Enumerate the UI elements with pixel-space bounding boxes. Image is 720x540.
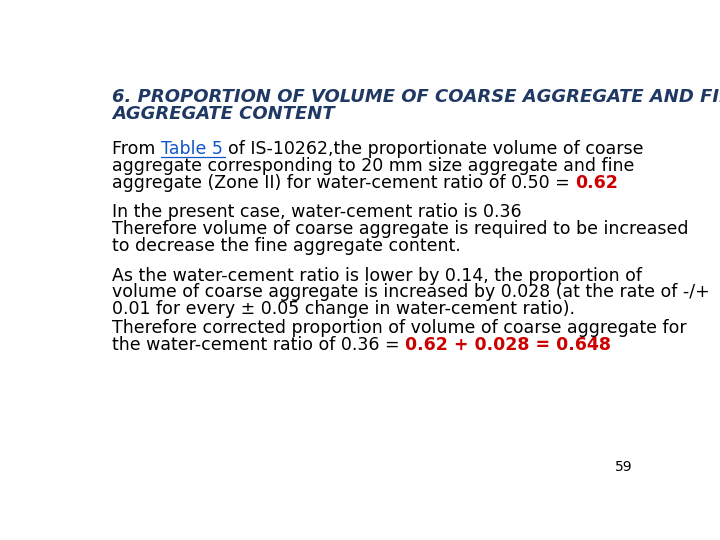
Text: aggregate corresponding to 20 mm size aggregate and fine: aggregate corresponding to 20 mm size ag… (112, 157, 634, 175)
Text: 0.01 for every ± 0.05 change in water-cement ratio).: 0.01 for every ± 0.05 change in water-ce… (112, 300, 575, 319)
Text: the water-cement ratio of 0.36 =: the water-cement ratio of 0.36 = (112, 336, 405, 354)
Text: Therefore volume of coarse aggregate is required to be increased: Therefore volume of coarse aggregate is … (112, 220, 688, 238)
Text: From: From (112, 140, 161, 158)
Text: 0.62: 0.62 (575, 174, 618, 192)
Text: 0.62 + 0.028 = 0.648: 0.62 + 0.028 = 0.648 (405, 336, 611, 354)
Text: to decrease the fine aggregate content.: to decrease the fine aggregate content. (112, 237, 461, 255)
Text: aggregate (Zone II) for water-cement ratio of 0.50 =: aggregate (Zone II) for water-cement rat… (112, 174, 575, 192)
Text: 6. PROPORTION OF VOLUME OF COARSE AGGREGATE AND FINE: 6. PROPORTION OF VOLUME OF COARSE AGGREG… (112, 88, 720, 106)
Text: As the water-cement ratio is lower by 0.14, the proportion of: As the water-cement ratio is lower by 0.… (112, 267, 642, 285)
Text: In the present case, water-cement ratio is 0.36: In the present case, water-cement ratio … (112, 204, 521, 221)
Text: Therefore corrected proportion of volume of coarse aggregate for: Therefore corrected proportion of volume… (112, 319, 686, 337)
Text: volume of coarse aggregate is increased by 0.028 (at the rate of -/+: volume of coarse aggregate is increased … (112, 284, 709, 301)
Text: Table 5: Table 5 (161, 140, 228, 158)
Text: 59: 59 (615, 461, 632, 475)
Text: of IS-10262,the proportionate volume of coarse: of IS-10262,the proportionate volume of … (228, 140, 644, 158)
Text: AGGREGATE CONTENT: AGGREGATE CONTENT (112, 105, 334, 123)
